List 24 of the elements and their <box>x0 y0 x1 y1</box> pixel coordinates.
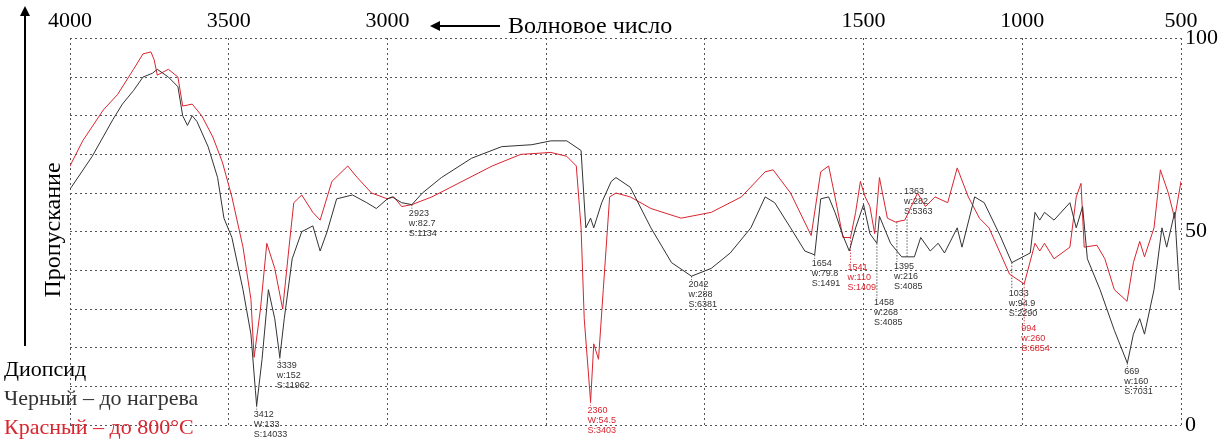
text: Черный – до нагрева <box>4 384 199 412</box>
annotation: 1654 w:79.8 S:1491 <box>810 257 841 288</box>
y-tick-label: 50 <box>1185 217 1207 243</box>
x-tick-label: 1500 <box>841 6 886 32</box>
annotation: 669 w:160 S:7031 <box>1123 366 1153 397</box>
text: Красный – до 800°C <box>4 413 195 441</box>
annotation: 2360 W:54.5 S:3403 <box>587 404 617 435</box>
y-axis-title: Пропускание <box>38 162 66 298</box>
y-tick-label: 0 <box>1185 410 1196 436</box>
annotation: 1541 w:110 S:1409 <box>846 262 877 293</box>
annotation: 1033 w:94.9 S:2290 <box>1007 287 1038 318</box>
x-tick-label: 1000 <box>1000 6 1045 32</box>
annotation: 3339 w:152 S:11962 <box>275 360 310 391</box>
annotation: 2042 w:288 S:6381 <box>687 279 718 310</box>
annotation: 2923 w:82.7 S:1134 <box>407 207 437 238</box>
annotation: 1395 w:216 S:4085 <box>892 261 923 292</box>
legend-title: Диопсид <box>4 355 88 383</box>
annotation: 3412 W:133 S:14033 <box>253 408 288 439</box>
x-tick-label: 4000 <box>48 6 92 32</box>
annotation: 1458 w:268 S:4085 <box>872 297 903 328</box>
x-tick-label: 3500 <box>206 6 251 32</box>
annotation: 994 w:260 S:6854 <box>1020 322 1050 353</box>
x-tick-label: 3000 <box>365 6 410 32</box>
x-axis-title: Волновое число <box>508 12 673 39</box>
